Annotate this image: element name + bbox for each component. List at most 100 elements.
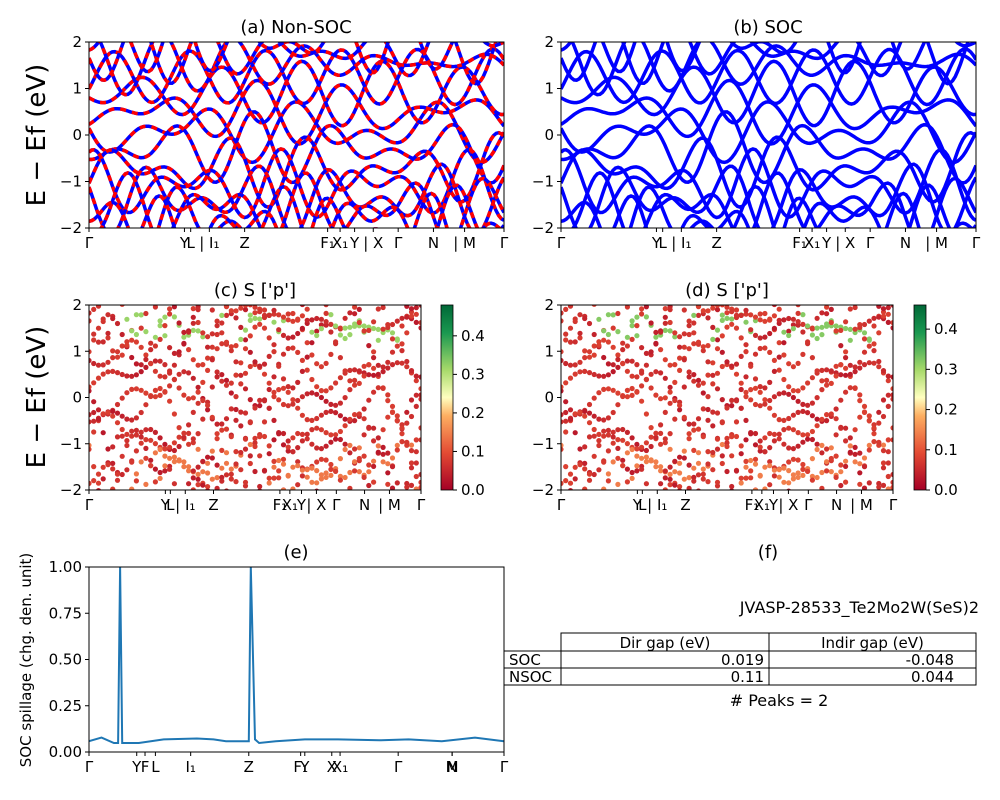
band-point	[776, 306, 782, 312]
band-point	[795, 360, 801, 366]
band-point	[800, 432, 806, 438]
band-point	[561, 419, 564, 425]
band-point	[361, 328, 367, 334]
band-point	[819, 416, 825, 422]
band-point	[648, 385, 654, 391]
band-point	[119, 371, 125, 378]
band-point	[561, 318, 564, 324]
band-point	[100, 476, 106, 482]
band-point	[171, 314, 177, 320]
band-point	[95, 305, 102, 309]
band-point	[89, 349, 92, 355]
band-point	[318, 472, 324, 478]
band-point	[729, 434, 735, 440]
band-point	[605, 386, 612, 392]
band-point	[290, 397, 296, 403]
x-tick-label: Γ	[557, 234, 566, 252]
band-point	[266, 475, 272, 481]
band-point	[563, 418, 569, 424]
band-point	[271, 389, 277, 395]
band-point	[615, 329, 621, 335]
band-point	[266, 335, 272, 341]
band-point	[190, 440, 196, 446]
band-point	[681, 476, 687, 482]
band-point	[176, 443, 182, 450]
band-point	[567, 325, 574, 331]
band-point	[181, 392, 187, 398]
band-line	[89, 110, 504, 185]
band-point	[285, 317, 291, 323]
band-point	[634, 453, 640, 459]
band-line	[612, 191, 974, 228]
band-point	[152, 479, 158, 485]
band-point	[658, 441, 664, 447]
band-point	[295, 463, 301, 469]
band-point	[752, 442, 759, 448]
band-point	[691, 312, 697, 318]
band-point	[601, 459, 607, 465]
band-point	[710, 336, 716, 342]
band-point	[228, 476, 234, 482]
band-point	[563, 380, 569, 386]
band-point	[795, 474, 801, 480]
band-point	[148, 347, 154, 353]
band-line	[98, 42, 504, 97]
band-point	[824, 418, 830, 424]
band-point	[404, 305, 410, 309]
colorbar-tick-label: 0.1	[934, 441, 958, 459]
x-tick-label: F₁	[792, 234, 807, 252]
band-point	[157, 475, 163, 481]
band-point	[852, 451, 858, 457]
band-point	[658, 468, 664, 474]
band-point	[629, 446, 635, 453]
band-point	[233, 343, 239, 349]
band-point	[795, 398, 801, 404]
band-point	[771, 431, 778, 437]
band-point	[408, 306, 415, 312]
band-point	[190, 357, 196, 363]
band-point	[757, 403, 763, 409]
band-point	[95, 488, 102, 490]
band-point	[361, 406, 367, 412]
band-point	[342, 474, 348, 481]
band-point	[629, 475, 635, 481]
band-point	[314, 361, 320, 367]
band-point	[371, 458, 377, 464]
band-point	[89, 412, 92, 418]
band-point	[101, 492, 106, 497]
band-point	[148, 437, 154, 443]
band-point	[686, 436, 692, 442]
band-point	[658, 370, 664, 376]
band-point	[700, 344, 706, 350]
band-point	[885, 319, 891, 325]
band-point	[290, 334, 296, 340]
band-point	[318, 364, 324, 370]
band-point	[418, 325, 421, 331]
band-point	[200, 416, 206, 422]
band-point	[624, 368, 631, 374]
x-tick-label: | X	[306, 496, 326, 514]
band-point	[819, 378, 825, 384]
band-point	[677, 367, 683, 373]
band-point	[880, 465, 887, 471]
band-point	[710, 409, 716, 415]
band-point	[119, 471, 125, 478]
band-point	[309, 479, 315, 485]
band-point	[795, 310, 801, 316]
x-tick-label: | I₁	[647, 496, 667, 514]
band-point	[252, 315, 258, 321]
band-point	[586, 471, 593, 477]
band-point	[162, 468, 168, 474]
band-point	[143, 402, 149, 408]
band-point	[95, 339, 102, 345]
band-point	[190, 375, 196, 381]
band-point	[729, 397, 735, 403]
band-point	[242, 307, 249, 313]
band-point	[561, 412, 564, 418]
y-tick-label: 2	[72, 33, 82, 51]
band-point	[682, 490, 687, 495]
band-point	[333, 432, 339, 438]
band-point	[653, 329, 659, 335]
band-point	[375, 337, 381, 343]
